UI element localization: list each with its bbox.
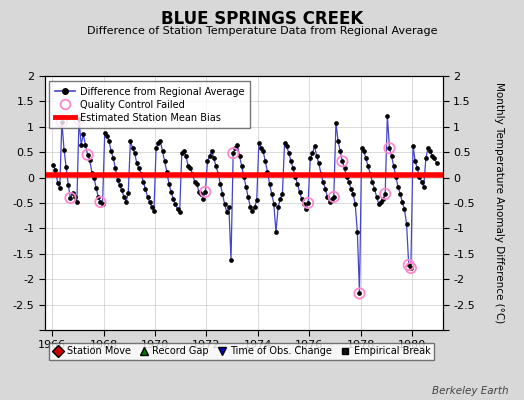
Point	[330, 194, 338, 200]
Point	[66, 195, 74, 201]
Y-axis label: Monthly Temperature Anomaly Difference (°C): Monthly Temperature Anomaly Difference (…	[494, 82, 505, 324]
Legend: Difference from Regional Average, Quality Control Failed, Estimated Station Mean: Difference from Regional Average, Qualit…	[49, 81, 250, 128]
Text: BLUE SPRINGS CREEK: BLUE SPRINGS CREEK	[161, 10, 363, 28]
Point	[201, 189, 210, 195]
Point	[407, 265, 415, 271]
Point	[229, 150, 237, 156]
Text: Difference of Station Temperature Data from Regional Average: Difference of Station Temperature Data f…	[87, 26, 437, 36]
Point	[338, 158, 346, 164]
Point	[83, 152, 92, 158]
Text: Berkeley Earth: Berkeley Earth	[432, 386, 508, 396]
Point	[96, 199, 105, 205]
Point	[405, 262, 413, 268]
Legend: Station Move, Record Gap, Time of Obs. Change, Empirical Break: Station Move, Record Gap, Time of Obs. C…	[49, 342, 434, 360]
Point	[381, 191, 389, 197]
Point	[58, 118, 66, 125]
Point	[385, 145, 394, 151]
Point	[75, 116, 83, 122]
Point	[304, 200, 312, 206]
Point	[355, 290, 364, 297]
